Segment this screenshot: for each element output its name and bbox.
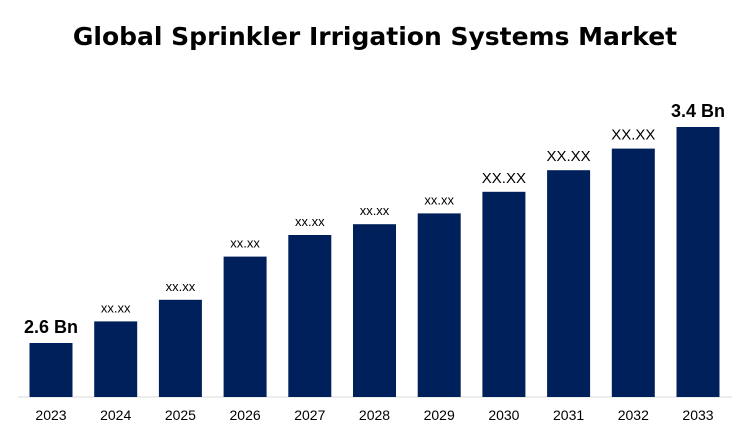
x-tick-label: 2024	[100, 407, 131, 423]
x-tick-label: 2027	[294, 407, 325, 423]
bar-2030	[482, 191, 526, 397]
bar-2026	[223, 256, 267, 397]
x-tick-label: 2033	[682, 407, 713, 423]
data-label: xx.xx	[360, 203, 390, 218]
data-label: XX.XX	[611, 127, 655, 144]
bar-2027	[288, 235, 332, 397]
x-tick-label: 2031	[553, 407, 584, 423]
bar-2031	[547, 170, 591, 397]
data-label: xx.xx	[424, 192, 454, 207]
x-tick-label: 2029	[424, 407, 455, 423]
data-label: XX.XX	[547, 148, 591, 165]
x-tick-label: 2030	[488, 407, 519, 423]
bar-2028	[353, 224, 396, 397]
data-label: xx.xx	[101, 300, 131, 315]
bar-2025	[158, 299, 202, 397]
data-label: xx.xx	[295, 214, 325, 229]
data-label: xx.xx	[166, 279, 196, 294]
data-label: XX.XX	[482, 170, 526, 187]
x-tick-label: 2025	[165, 407, 196, 423]
bar-2023	[29, 343, 73, 397]
data-label: xx.xx	[230, 236, 260, 251]
x-tick-label: 2023	[35, 407, 66, 423]
x-tick-label: 2028	[359, 407, 390, 423]
x-tick-label: 2026	[230, 407, 261, 423]
bar-2029	[417, 213, 461, 397]
x-tick-label: 2032	[618, 407, 649, 423]
bar-2024	[94, 321, 138, 397]
bar-2033	[676, 127, 720, 397]
data-label: 2.6 Bn	[24, 317, 78, 337]
chart-title: Global Sprinkler Irrigation Systems Mark…	[73, 22, 677, 51]
bar-2032	[611, 148, 655, 397]
data-label: 3.4 Bn	[671, 101, 725, 121]
